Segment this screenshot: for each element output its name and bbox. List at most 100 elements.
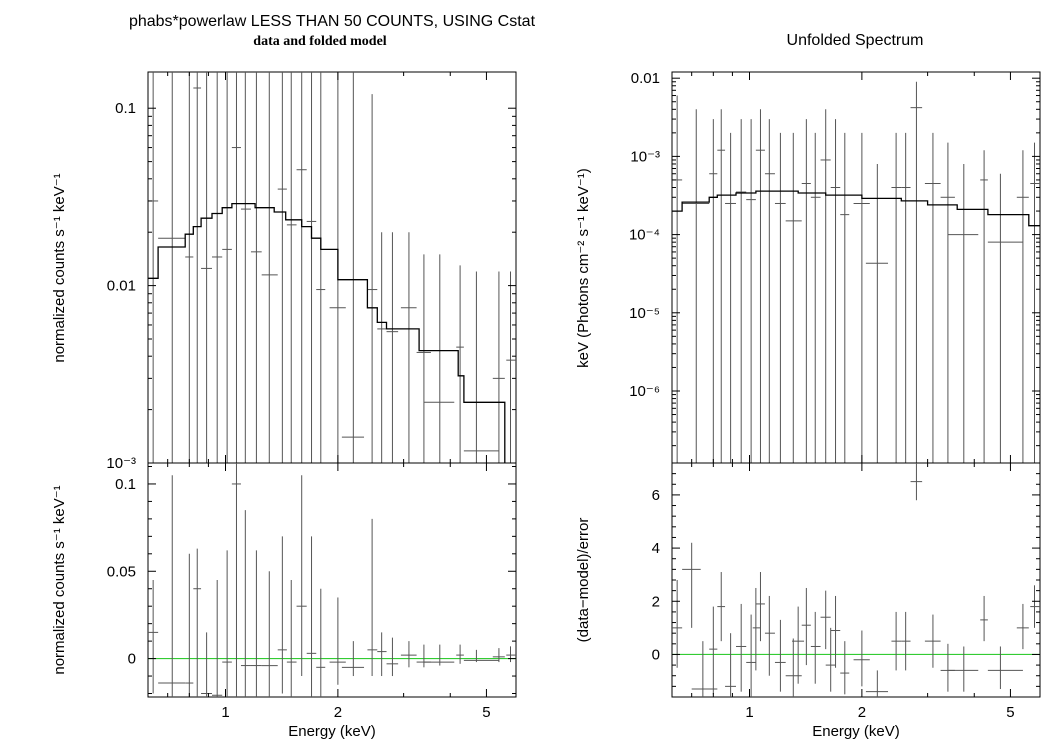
right-bottom-data-point — [980, 595, 988, 642]
x-tick-label: 5 — [482, 704, 490, 721]
x-tick-label: 5 — [1006, 704, 1014, 721]
left-bottom-data-point — [211, 580, 223, 697]
left-bottom-data-point — [261, 571, 278, 697]
left-bottom-data-point — [201, 632, 212, 697]
left-bottom-data-point — [341, 641, 365, 677]
right-bottom-data-point — [830, 595, 841, 668]
right-top-data-point — [709, 119, 718, 463]
right-bottom-data-point — [764, 595, 775, 676]
right-bottom-data-point — [717, 572, 726, 642]
left-top-panel: 10⁻³ 0.01 0.1 normalized counts s⁻¹ keV⁻¹ — [51, 71, 517, 472]
right-bottom-data-point — [752, 587, 761, 671]
y-tick-label: 2 — [652, 593, 660, 610]
left-bottom-data-point — [306, 536, 317, 697]
right-bottom-data-point — [725, 633, 736, 697]
left-bottom-frame — [147, 462, 517, 698]
left-bottom-data-point — [377, 632, 387, 677]
left-top-data-point — [148, 72, 159, 463]
right-top-data-point — [682, 109, 710, 463]
right-bottom-data-point — [735, 603, 747, 692]
left-top-data-point — [222, 72, 232, 463]
right-top-data-point — [901, 132, 911, 463]
right-bottom-frame — [671, 462, 1041, 698]
left-bottom-data-point — [185, 553, 194, 697]
right-top-data-point — [735, 119, 747, 463]
left-bottom-data-point — [286, 580, 297, 697]
left-top-data-point — [201, 72, 212, 463]
left-subtitle: data and folded model — [253, 34, 387, 49]
y-tick-label: 6 — [652, 487, 660, 504]
left-bottom-data-point — [329, 597, 346, 685]
left-bottom-data-point — [158, 475, 186, 697]
left-bottom-panel: 1 2 5 Energy (keV) 0 0.05 0.1 normalized counts… — [51, 462, 517, 740]
right-bottom-data-point — [820, 590, 831, 650]
left-top-y-axis-label: normalized counts s⁻¹ keV⁻¹ — [51, 173, 68, 362]
right-top-data-point — [810, 132, 821, 463]
right-top-data-point — [774, 132, 786, 463]
left-top-data-point — [506, 271, 516, 463]
left-top-data-point — [386, 232, 399, 463]
right-top-data-point — [910, 81, 923, 463]
right-bottom-data-point — [746, 614, 756, 697]
left-bottom-data-point — [193, 548, 202, 697]
right-top-y-axis-label: keV (Photons cm⁻² s⁻¹ keV⁻¹) — [575, 168, 592, 368]
right-top-data-point — [820, 109, 831, 463]
left-bottom-data-point — [463, 649, 499, 663]
right-top-data-point — [853, 132, 870, 463]
left-top-data-point — [240, 72, 251, 463]
right-bottom-data-point — [853, 630, 870, 687]
right-bottom-data-point — [947, 646, 979, 692]
left-top-data-point — [211, 72, 223, 463]
right-bottom-data-point — [865, 670, 889, 697]
left-bottom-data-point — [277, 536, 287, 694]
y-tick-label: 10⁻³ — [630, 148, 660, 165]
y-tick-label: 0.1 — [115, 100, 136, 117]
left-top-data-point — [423, 254, 455, 463]
y-tick-label: 0 — [128, 651, 136, 668]
left-bottom-data-point — [148, 580, 159, 694]
left-bottom-data-point — [400, 641, 417, 668]
right-top-data-point — [801, 119, 811, 463]
right-bottom-data-point — [801, 587, 811, 666]
right-bottom-data-point — [910, 463, 923, 501]
right-bottom-data-point — [672, 580, 683, 668]
right-top-data-point — [924, 132, 941, 463]
left-bottom-data-point — [240, 510, 251, 697]
right-top-data-point — [865, 163, 889, 463]
left-bottom-data-point — [492, 648, 505, 663]
left-top-data-point — [261, 72, 278, 463]
y-tick-label: 4 — [652, 540, 660, 557]
right-top-data-point — [725, 132, 736, 463]
right-top-data-point — [785, 132, 802, 463]
left-top-data-point — [286, 72, 297, 463]
left-top-data-point — [250, 72, 262, 463]
left-top-data-point — [492, 271, 505, 463]
left-top-data-point — [416, 254, 431, 463]
y-tick-label: 10⁻⁴ — [629, 227, 660, 244]
right-bottom-data-point — [891, 611, 902, 671]
left-top-data-point — [185, 72, 194, 463]
right-top-data-point — [717, 109, 726, 463]
left-bottom-data-point — [231, 463, 241, 697]
left-top-data-point — [296, 72, 307, 463]
left-bottom-data-point — [222, 550, 232, 697]
left-top-frame — [147, 71, 517, 464]
left-top-data-point — [277, 72, 287, 463]
right-bottom-data-point — [940, 643, 955, 692]
x-tick-label: 1 — [221, 704, 229, 721]
left-bottom-data-point — [367, 518, 378, 677]
left-top-data-point — [463, 271, 499, 463]
right-bottom-data-point — [810, 611, 821, 684]
left-top-data-point — [377, 232, 387, 463]
left-bottom-x-axis-label: Energy (keV) — [288, 723, 376, 740]
left-bottom-data-point — [423, 644, 455, 666]
right-bottom-data-point — [709, 606, 718, 695]
right-top-data-point — [1030, 142, 1040, 463]
left-bottom-data-point — [296, 475, 307, 677]
right-bottom-data-point — [792, 606, 805, 684]
right-bottom-data-point — [1030, 585, 1040, 628]
right-top-model-line — [672, 190, 1040, 227]
right-bottom-data-point — [755, 572, 765, 642]
right-top-panel: 10⁻⁶ 10⁻⁵ 10⁻⁴ 10⁻³ 0.01 keV (Photons cm⁻² s⁻… — [575, 70, 1041, 464]
